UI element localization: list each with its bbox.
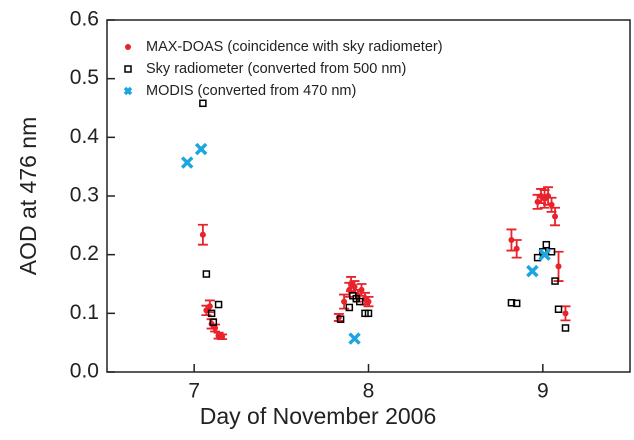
x-tick-label: 9 xyxy=(537,380,549,403)
point xyxy=(548,201,555,208)
legend-label: MAX-DOAS (coincidence with sky radiomete… xyxy=(146,39,443,55)
point xyxy=(507,299,516,307)
point xyxy=(538,248,551,261)
point xyxy=(542,240,551,249)
point xyxy=(194,142,208,156)
point xyxy=(202,270,211,278)
point xyxy=(562,310,569,317)
point xyxy=(512,299,521,308)
point xyxy=(554,305,563,313)
y-tick-label: 0.6 xyxy=(70,8,99,31)
y-tick-label: 0.0 xyxy=(70,360,99,383)
x-tick-label: 8 xyxy=(363,380,375,403)
point xyxy=(358,286,365,293)
point xyxy=(214,300,223,309)
point xyxy=(348,332,361,345)
x-tick-label: 7 xyxy=(188,380,200,403)
point xyxy=(199,99,207,108)
y-tick-label: 0.4 xyxy=(70,125,100,148)
legend-marker xyxy=(125,44,131,50)
y-axis-label: AOD at 476 nm xyxy=(15,117,41,276)
point xyxy=(180,156,194,169)
legend-marker xyxy=(124,65,132,73)
point xyxy=(552,213,559,220)
point xyxy=(365,298,372,305)
point xyxy=(336,315,345,323)
legend-label: MODIS (converted from 470 nm) xyxy=(146,83,356,99)
point xyxy=(508,237,515,243)
point xyxy=(345,303,354,312)
point xyxy=(335,314,342,321)
point xyxy=(555,263,562,270)
point xyxy=(364,309,373,318)
point xyxy=(534,198,541,205)
y-tick-label: 0.1 xyxy=(70,301,99,324)
x-axis-label: Day of November 2006 xyxy=(200,403,437,429)
point xyxy=(351,283,358,290)
point xyxy=(209,318,218,326)
point xyxy=(219,333,226,340)
legend-label: Sky radiometer (converted from 500 nm) xyxy=(146,61,406,77)
point xyxy=(207,309,216,318)
point xyxy=(561,324,570,332)
point xyxy=(356,297,364,306)
y-tick-label: 0.2 xyxy=(70,242,99,265)
point xyxy=(551,277,559,285)
point xyxy=(513,245,520,252)
y-tick-label: 0.3 xyxy=(70,184,99,207)
point xyxy=(212,325,219,331)
point xyxy=(341,298,348,305)
point xyxy=(206,303,213,310)
legend-marker xyxy=(123,86,133,96)
point xyxy=(199,231,206,238)
y-tick-label: 0.5 xyxy=(70,66,99,89)
point xyxy=(526,264,539,278)
